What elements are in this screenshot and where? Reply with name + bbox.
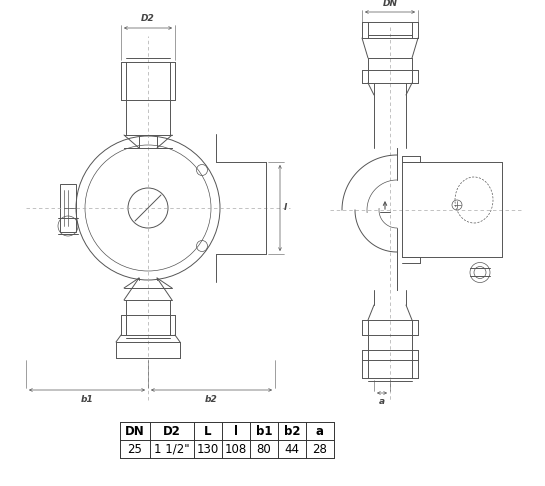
Text: 80: 80 xyxy=(257,442,271,455)
Text: l: l xyxy=(284,204,287,212)
Text: 130: 130 xyxy=(197,442,219,455)
Text: b1: b1 xyxy=(256,424,272,437)
Text: 1 1/2": 1 1/2" xyxy=(154,442,190,455)
Text: b2: b2 xyxy=(284,424,300,437)
Text: DN: DN xyxy=(125,424,145,437)
Text: 108: 108 xyxy=(225,442,247,455)
Text: DN: DN xyxy=(383,0,397,8)
Text: a: a xyxy=(316,424,324,437)
Text: b2: b2 xyxy=(205,395,218,404)
Text: l: l xyxy=(234,424,238,437)
Text: b1: b1 xyxy=(81,395,93,404)
Text: D2: D2 xyxy=(163,424,181,437)
Text: a: a xyxy=(379,397,385,406)
Text: 44: 44 xyxy=(284,442,300,455)
Bar xyxy=(60,184,76,232)
Text: L: L xyxy=(204,424,212,437)
Text: 28: 28 xyxy=(313,442,328,455)
Text: D2: D2 xyxy=(141,14,155,23)
Text: 25: 25 xyxy=(128,442,142,455)
